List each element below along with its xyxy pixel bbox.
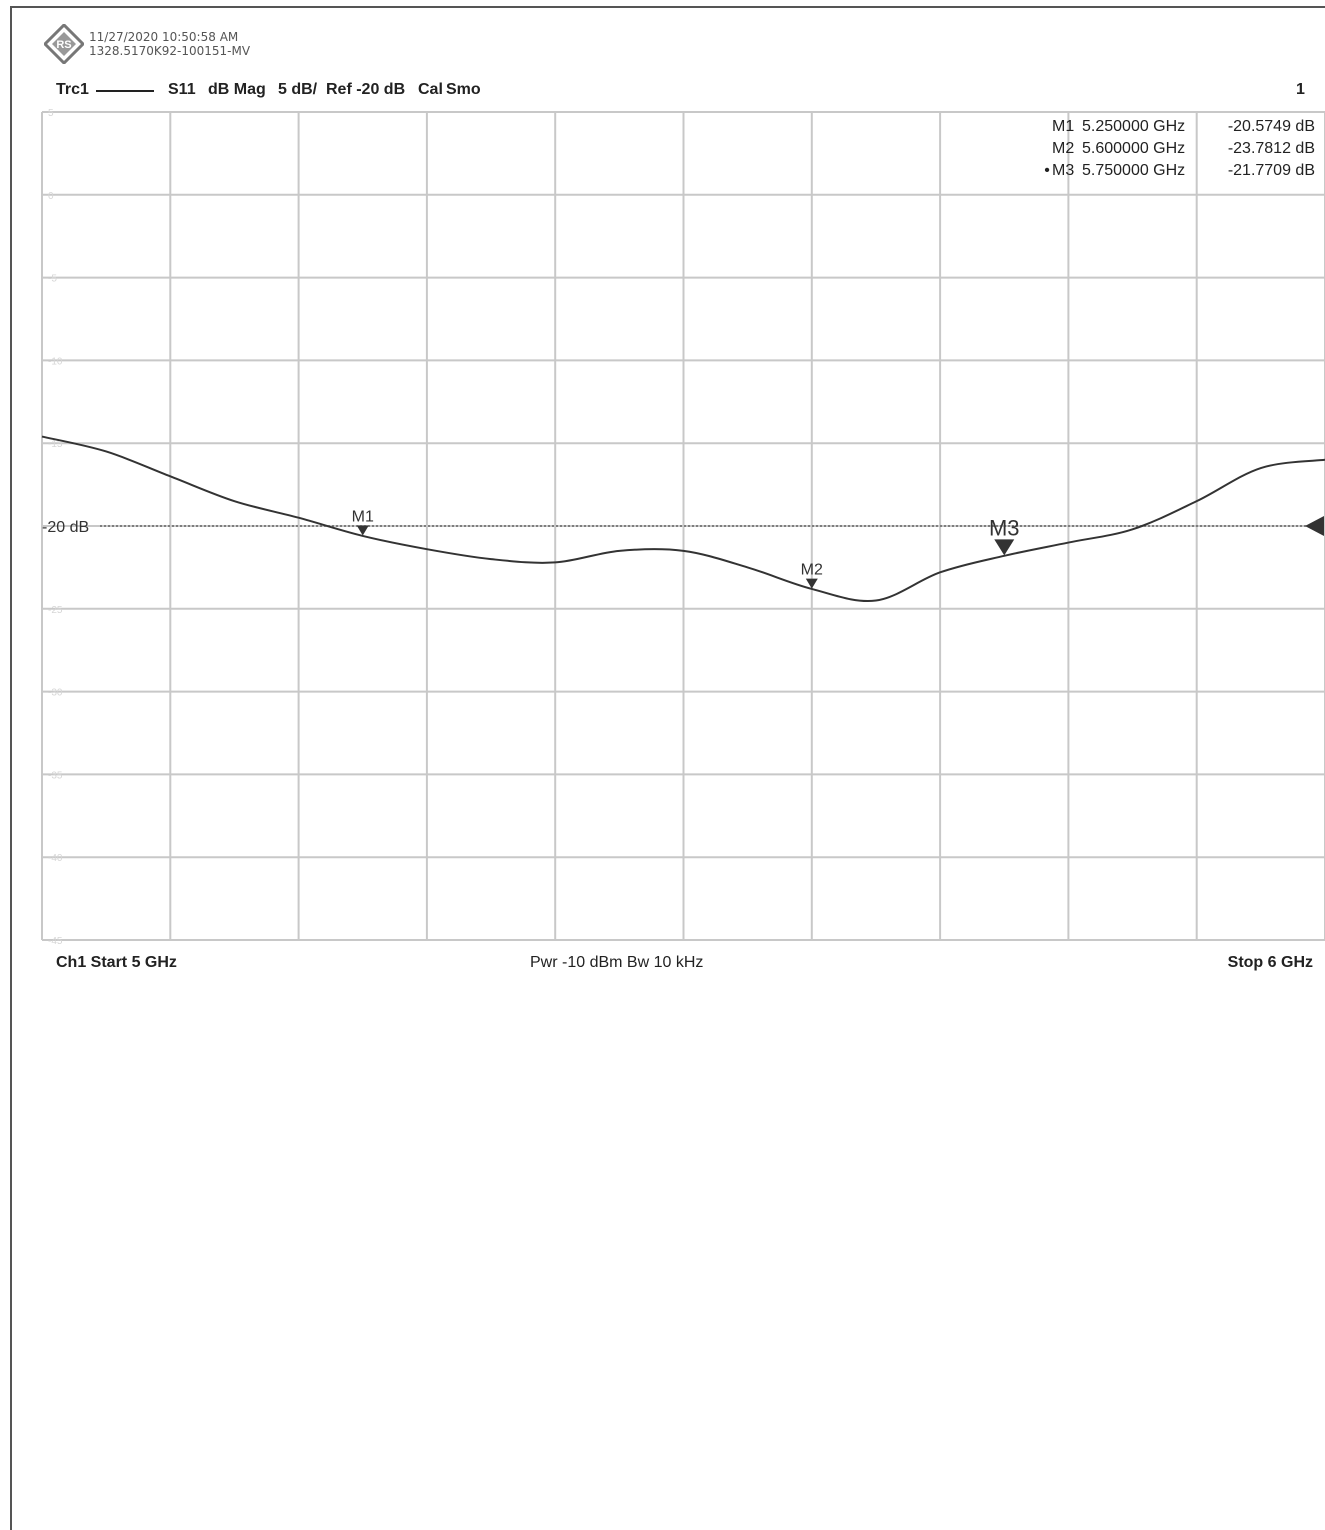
trace-name: Trc1 — [56, 81, 89, 98]
marker-value: -20.5749 dB — [1227, 118, 1315, 135]
y-tick-label: -5 — [48, 274, 57, 285]
marker-name: M3 — [1052, 162, 1075, 179]
marker-readout-table: M1 5.250000 GHz -20.5749 dB M2 5.600000 GHz -… — [1042, 116, 1315, 182]
page-border-left — [10, 6, 12, 1530]
marker-active-indicator — [1042, 138, 1052, 160]
marker-label: M3 — [989, 515, 1020, 540]
trace-cal-status: Cal — [418, 81, 443, 98]
marker-value: -23.7812 dB — [1227, 140, 1315, 157]
trace-reference: Ref -20 dB — [326, 81, 406, 98]
reference-label: -20 dB — [42, 519, 89, 536]
trace-scale: 5 dB/ — [278, 81, 318, 98]
y-tick-label: -40 — [48, 853, 63, 864]
y-tick-label: -45 — [48, 936, 63, 947]
y-tick-label: -25 — [48, 605, 63, 616]
reference-arrow-icon — [1305, 516, 1324, 536]
marker-frequency: 5.250000 GHz — [1082, 118, 1186, 135]
trace-group — [41, 435, 1325, 603]
marker-name: M2 — [1052, 140, 1075, 157]
marker-name: M1 — [1052, 118, 1075, 135]
instrument-id: 1328.5170K92-100151-MV — [89, 44, 251, 58]
marker-group: M1 M2 M3 — [352, 509, 1020, 589]
marker-frequency: 5.600000 GHz — [1082, 140, 1186, 157]
timestamp: 11/27/2020 10:50:58 AM — [89, 30, 239, 44]
y-tick-label: 0 — [48, 191, 54, 202]
marker-active-indicator — [1042, 116, 1052, 138]
marker-active-indicator: • — [1044, 162, 1050, 179]
marker-label: M1 — [352, 509, 374, 526]
footer-stop: Stop 6 GHz — [1227, 954, 1313, 971]
marker-triangle-icon — [994, 539, 1015, 556]
y-tick-label: -30 — [48, 688, 63, 699]
print-stamp: 11/27/2020 10:50:58 AM 1328.5170K92-1001… — [89, 30, 250, 58]
s11-chart: 5 0 -5 -10 -15 -25 -30 -35 -40 -45 -20 dB M1 M2 M3 — [41, 108, 1325, 947]
trace-line-sample — [96, 90, 154, 92]
marker-triangle-icon — [356, 525, 369, 536]
marker-label: M2 — [801, 562, 823, 579]
y-tick-label: 5 — [48, 108, 54, 119]
trace-info-bar: Trc1 S11 dB Mag 5 dB/ Ref -20 dB Cal Smo… — [56, 81, 1316, 103]
trace-smoothing-status: Smo — [446, 81, 481, 98]
marker-row: M2 5.600000 GHz -23.7812 dB — [1042, 138, 1315, 160]
y-tick-label: -35 — [48, 770, 63, 781]
y-tick-label: -15 — [48, 439, 63, 450]
marker-value: -21.7709 dB — [1227, 162, 1315, 179]
svg-text:RS: RS — [56, 39, 71, 51]
marker-row: • M3 5.750000 GHz -21.7709 dB — [1042, 160, 1315, 182]
trace-format: dB Mag — [208, 81, 266, 98]
marker-row: M1 5.250000 GHz -20.5749 dB — [1042, 116, 1315, 138]
y-tick-label: -10 — [48, 356, 63, 367]
channel-index: 1 — [1296, 81, 1305, 98]
marker-triangle-icon — [805, 578, 818, 589]
trace-parameter: S11 — [168, 81, 196, 98]
footer-start: Ch1 Start 5 GHz — [56, 954, 177, 971]
y-tick-labels: 5 0 -5 -10 -15 -25 -30 -35 -40 -45 — [48, 108, 63, 947]
marker-frequency: 5.750000 GHz — [1082, 162, 1186, 179]
page-border-top — [10, 6, 1325, 8]
rohde-schwarz-logo-icon: RS — [44, 24, 84, 64]
trace-line-s11 — [41, 435, 1325, 603]
reference-line-group: -20 dB — [42, 516, 1324, 536]
footer-power-bandwidth: Pwr -10 dBm Bw 10 kHz — [530, 954, 704, 971]
